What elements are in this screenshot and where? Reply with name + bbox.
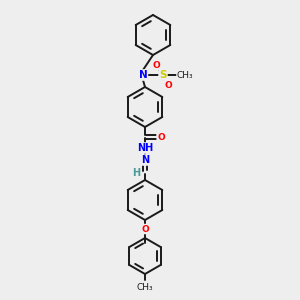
Text: CH₃: CH₃ — [137, 283, 153, 292]
Text: H: H — [132, 168, 140, 178]
Text: NH: NH — [137, 143, 153, 153]
Text: O: O — [141, 224, 149, 233]
Text: S: S — [159, 70, 167, 80]
Text: N: N — [141, 155, 149, 165]
Text: O: O — [152, 61, 160, 70]
Text: O: O — [157, 133, 165, 142]
Text: CH₃: CH₃ — [177, 70, 193, 80]
Text: O: O — [164, 80, 172, 89]
Text: N: N — [139, 70, 147, 80]
